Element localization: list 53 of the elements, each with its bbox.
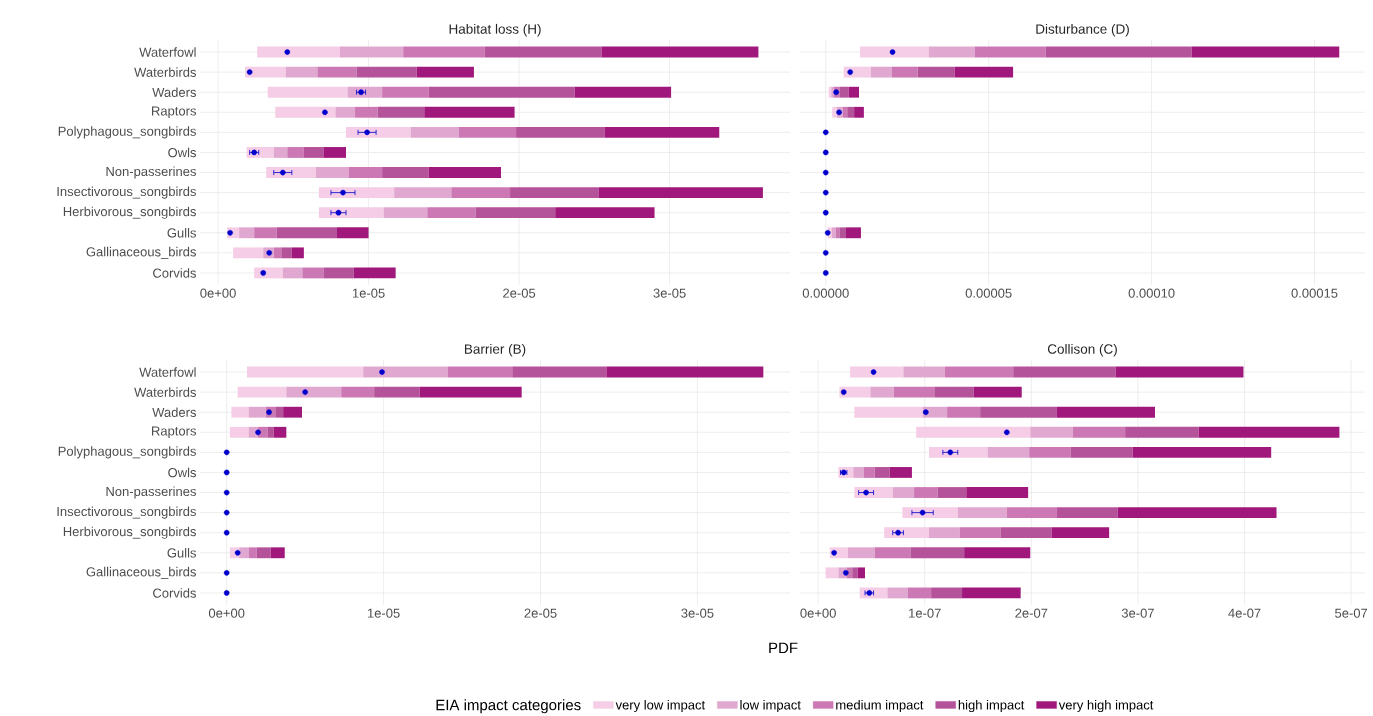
y-tick-label: Insectivorous_songbirds <box>57 506 196 519</box>
y-tick-label: Herbivorous_songbirds <box>63 526 196 539</box>
y-tick-label: Waders <box>152 407 197 418</box>
y-tick-label: Corvids <box>153 588 196 598</box>
x-tick-label: 0.00010 <box>1128 288 1175 298</box>
x-tick-label: 0e+00 <box>200 288 236 298</box>
x-tick-label: 1e-05 <box>352 288 385 298</box>
y-tick-label: Polyphagous_songbirds <box>58 126 196 139</box>
legend-label: low impact <box>740 700 801 713</box>
y-tick-label: Raptors <box>152 106 197 119</box>
x-tick-label: 0.00005 <box>965 288 1012 298</box>
x-tick-label: 5e-07 <box>1335 608 1368 618</box>
legend-label: medium impact <box>836 700 924 713</box>
y-tick-label: Gallinaceous_birds <box>86 567 196 580</box>
legend-label: very low impact <box>615 700 706 713</box>
y-tick-label: Waders <box>152 87 197 98</box>
chart-title: Barrier (B) <box>465 344 526 357</box>
x-tick-label: 2e-07 <box>1015 608 1048 618</box>
y-tick-label: Insectivorous_songbirds <box>57 186 196 199</box>
x-tick-label: 3e-05 <box>681 608 714 618</box>
x-tick-label: 3e-07 <box>1121 608 1154 618</box>
x-tick-label: 1e-05 <box>367 608 400 618</box>
x-tick-label: 3e-05 <box>653 288 686 298</box>
y-tick-label: Gallinaceous_birds <box>86 247 196 260</box>
y-tick-label: Corvids <box>153 268 196 278</box>
y-tick-label: Owls <box>168 467 197 478</box>
y-tick-label: Waterfowl <box>139 367 196 377</box>
y-tick-label: Waterbirds <box>134 387 197 398</box>
y-tick-label: Waterbirds <box>134 67 197 78</box>
y-tick-label: Non-passerines <box>106 166 196 179</box>
x-tick-label: 0.00000 <box>802 288 849 298</box>
y-tick-label: Raptors <box>152 426 197 439</box>
x-tick-label: 2e-05 <box>524 608 557 618</box>
chart-title: Habitat loss (H) <box>449 24 541 37</box>
y-tick-label: Owls <box>168 147 197 158</box>
y-tick-label: Gulls <box>167 228 197 238</box>
y-tick-label: Gulls <box>167 548 197 558</box>
y-tick-label: Waterfowl <box>139 47 196 57</box>
y-tick-label: Polyphagous_songbirds <box>58 446 196 459</box>
chart-title: Disturbance (D) <box>1036 24 1129 37</box>
legend-label: very high impact <box>1058 700 1154 713</box>
y-tick-label: Non-passerines <box>106 486 196 499</box>
x-axis-title: PDF <box>769 642 798 654</box>
x-tick-label: 0e+00 <box>800 608 836 618</box>
legend-label: high impact <box>958 700 1025 713</box>
x-tick-label: 0e+00 <box>208 608 245 618</box>
x-tick-label: 1e-07 <box>909 608 941 618</box>
chart-title: Collison (C) <box>1047 344 1117 357</box>
x-tick-label: 2e-05 <box>503 288 536 298</box>
x-tick-label: 0.00015 <box>1291 288 1338 298</box>
x-tick-label: 4e-07 <box>1228 608 1261 618</box>
y-tick-label: Herbivorous_songbirds <box>63 206 196 219</box>
legend-title: EIA impact categories <box>436 699 581 714</box>
